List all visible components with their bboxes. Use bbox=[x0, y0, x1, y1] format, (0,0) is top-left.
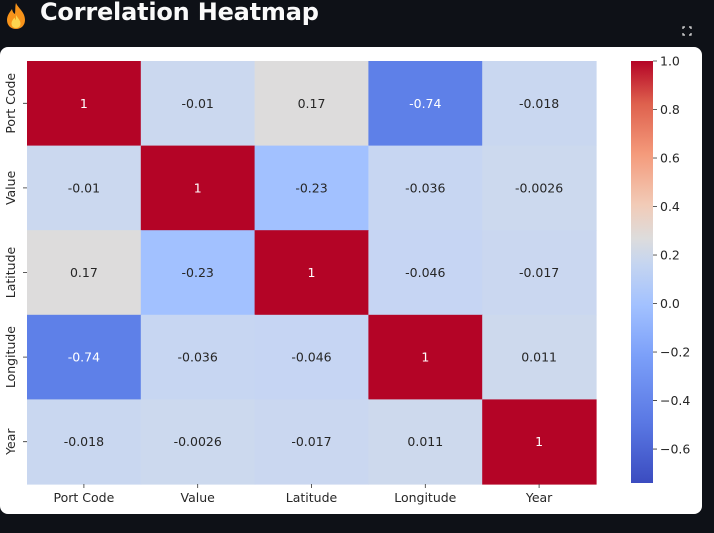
fullscreen-button[interactable] bbox=[678, 22, 696, 40]
colorbar-tick-label: 0.8 bbox=[660, 102, 680, 117]
cell-annotation: -0.036 bbox=[178, 350, 218, 365]
heatmap-cell-longitude-port-code bbox=[27, 314, 142, 400]
heatmap-cell-longitude-year bbox=[482, 314, 597, 400]
fire-icon bbox=[7, 3, 25, 29]
cell-annotation: -0.01 bbox=[68, 180, 100, 195]
heatmap-cell-latitude-year bbox=[482, 230, 597, 316]
cell-annotation: -0.046 bbox=[291, 350, 331, 365]
fullscreen-icon bbox=[682, 26, 692, 36]
heatmap-cell-value-latitude bbox=[254, 145, 369, 231]
heatmap-cell-value-longitude bbox=[368, 145, 483, 231]
y-tick-label-latitude: Latitude bbox=[3, 246, 18, 298]
colorbar-tick-label: 0.2 bbox=[660, 248, 680, 263]
cell-annotation: -0.017 bbox=[291, 434, 331, 449]
cell-annotation: -0.036 bbox=[405, 180, 445, 195]
heatmap-cell-year-port-code bbox=[27, 399, 142, 485]
cell-annotation: -0.01 bbox=[182, 96, 214, 111]
x-tick-label-longitude: Longitude bbox=[394, 490, 456, 505]
cell-annotation: 1 bbox=[194, 180, 202, 195]
heatmap-cell-latitude-latitude bbox=[254, 230, 369, 316]
y-tick-label-longitude: Longitude bbox=[3, 326, 18, 388]
page-header: Correlation Heatmap bbox=[0, 0, 714, 34]
heatmap-cell-longitude-longitude bbox=[368, 314, 483, 400]
x-tick-label-value: Value bbox=[181, 490, 216, 505]
colorbar-tick-label: 1.0 bbox=[660, 54, 680, 69]
x-tick-label-port-code: Port Code bbox=[54, 490, 115, 505]
cell-annotation: -0.018 bbox=[519, 96, 559, 111]
y-tick-label-year: Year bbox=[3, 428, 18, 456]
chart-card: 1 -0.01 0.17 -0.74 -0.018 -0.01 1 -0.23 -0.036 -0… bbox=[0, 47, 702, 514]
colorbar-tick-label: 0.6 bbox=[660, 151, 680, 166]
colorbar bbox=[631, 61, 653, 483]
heatmap-cell-port-code-port-code bbox=[27, 61, 142, 147]
y-tick-label-value: Value bbox=[3, 170, 18, 205]
x-tick-label-latitude: Latitude bbox=[286, 490, 338, 505]
cell-annotation: -0.018 bbox=[64, 434, 104, 449]
cell-annotation: 0.011 bbox=[521, 350, 557, 365]
heatmap-cell-year-latitude bbox=[254, 399, 369, 485]
heatmap-cell-value-port-code bbox=[27, 145, 142, 231]
heatmap-cell-longitude-value bbox=[140, 314, 256, 400]
cell-annotation: -0.74 bbox=[409, 96, 441, 111]
heatmap-cell-port-code-longitude bbox=[368, 61, 483, 147]
cell-annotation: -0.23 bbox=[295, 180, 327, 195]
cell-annotation: -0.0026 bbox=[515, 180, 563, 195]
colorbar-tick-label: −0.2 bbox=[660, 345, 690, 360]
colorbar-tick-label: 0.0 bbox=[660, 296, 680, 311]
heatmap-cell-port-code-year bbox=[482, 61, 597, 147]
colorbar-tick-label: 0.4 bbox=[660, 199, 680, 214]
heatmap-cell-port-code-latitude bbox=[254, 61, 369, 147]
y-tick-label-port-code: Port Code bbox=[3, 73, 18, 134]
correlation-heatmap: 1 -0.01 0.17 -0.74 -0.018 -0.01 1 -0.23 -0.036 -0… bbox=[3, 54, 690, 506]
heatmap-cell-latitude-value bbox=[140, 230, 256, 316]
page-title: Correlation Heatmap bbox=[40, 0, 319, 26]
heatmap-cell-year-year bbox=[482, 399, 597, 485]
heatmap-cell-value-year bbox=[482, 145, 597, 231]
x-tick-label-year: Year bbox=[525, 490, 553, 505]
cell-annotation: -0.0026 bbox=[174, 434, 222, 449]
cell-annotation: 1 bbox=[535, 434, 543, 449]
colorbar-tick-label: −0.6 bbox=[660, 442, 690, 457]
heatmap-cell-latitude-port-code bbox=[27, 230, 142, 316]
cell-annotation: -0.046 bbox=[405, 265, 445, 280]
heatmap-cell-year-value bbox=[140, 399, 256, 485]
heatmap-cell-latitude-longitude bbox=[368, 230, 483, 316]
colorbar-tick-label: −0.4 bbox=[660, 393, 690, 408]
cell-annotation: -0.74 bbox=[68, 350, 100, 365]
cell-annotation: 1 bbox=[421, 350, 429, 365]
cell-annotation: 0.17 bbox=[298, 96, 326, 111]
cell-annotation: -0.23 bbox=[182, 265, 214, 280]
cell-annotation: 0.011 bbox=[407, 434, 443, 449]
heatmap-cell-longitude-latitude bbox=[254, 314, 369, 400]
heatmap-cell-year-longitude bbox=[368, 399, 483, 485]
cell-annotation: 0.17 bbox=[70, 265, 98, 280]
heatmap-cell-port-code-value bbox=[140, 61, 256, 147]
cell-annotation: -0.017 bbox=[519, 265, 559, 280]
cell-annotation: 1 bbox=[80, 96, 88, 111]
heatmap-cell-value-value bbox=[140, 145, 256, 231]
cell-annotation: 1 bbox=[308, 265, 316, 280]
